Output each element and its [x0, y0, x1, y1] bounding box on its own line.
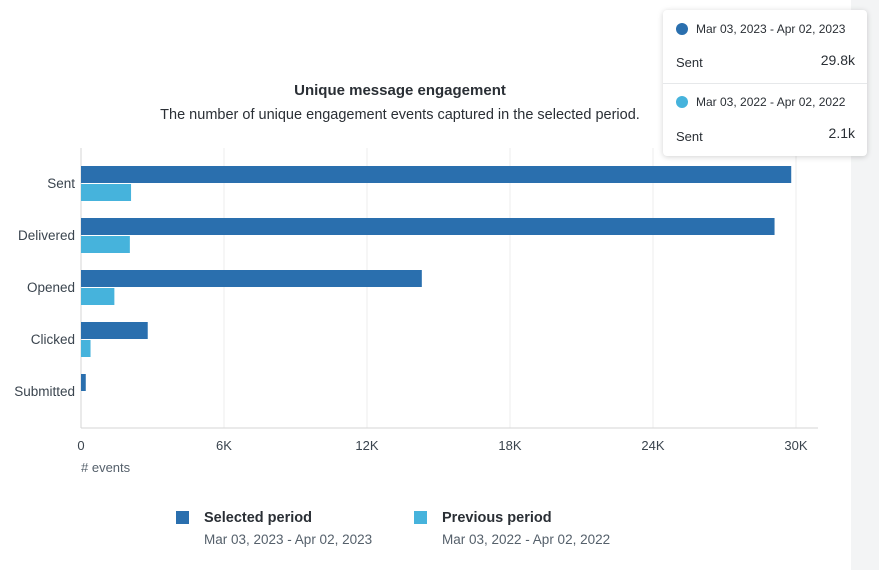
grid-lines: [80, 148, 818, 429]
bars: [81, 166, 792, 391]
category-label: Clicked: [31, 332, 75, 347]
bar-opened-series-0: [81, 270, 422, 287]
category-label: Opened: [27, 280, 75, 295]
bar-clicked-series-1: [81, 340, 91, 357]
series-dot-icon: [676, 96, 688, 108]
category-label: Delivered: [18, 228, 75, 243]
tooltip-value: 2.1k: [828, 125, 855, 141]
bar-opened-series-1: [81, 288, 115, 305]
legend-swatch-previous: [414, 511, 427, 524]
legend-range: Mar 03, 2022 - Apr 02, 2022: [442, 532, 611, 547]
tooltip-range: Mar 03, 2022 - Apr 02, 2022: [696, 95, 846, 109]
bar-chart: Sent Delivered Opened Clicked Submitted 0 6K 12…: [14, 148, 818, 475]
axis-labels: Sent Delivered Opened Clicked Submitted 0 6K 12…: [14, 176, 808, 475]
chart-title: Unique message engagement: [294, 82, 506, 99]
chart-legend: Selected period Mar 03, 2023 - Apr 02, 2…: [0, 510, 820, 560]
x-tick-label: 6K: [216, 438, 232, 453]
chart-subtitle: The number of unique engagement events c…: [160, 107, 640, 123]
bar-submitted-series-0: [81, 374, 86, 391]
x-tick-label: 0: [77, 438, 84, 453]
x-axis-title: # events: [81, 460, 131, 475]
legend-swatch-selected: [176, 511, 189, 524]
legend-label: Previous period: [442, 510, 552, 526]
bar-sent-series-0: [81, 166, 792, 183]
bar-sent-series-1: [81, 184, 132, 201]
category-label: Submitted: [14, 384, 75, 399]
tooltip-metric: Sent: [676, 129, 703, 144]
tooltip-range: Mar 03, 2023 - Apr 02, 2023: [696, 22, 846, 36]
x-tick-label: 12K: [355, 438, 378, 453]
bar-delivered-series-0: [81, 218, 775, 235]
tooltip-divider: [663, 83, 867, 84]
bar-clicked-series-0: [81, 322, 148, 339]
series-dot-icon: [676, 23, 688, 35]
category-label: Sent: [47, 176, 75, 191]
bar-delivered-series-1: [81, 236, 130, 253]
x-tick-label: 30K: [784, 438, 807, 453]
legend-range: Mar 03, 2023 - Apr 02, 2023: [204, 532, 373, 547]
legend-label: Selected period: [204, 510, 312, 526]
x-tick-label: 18K: [498, 438, 521, 453]
x-tick-label: 24K: [641, 438, 664, 453]
chart-tooltip: Mar 03, 2023 - Apr 02, 2023 Sent 29.8k M…: [663, 10, 867, 156]
tooltip-metric: Sent: [676, 55, 703, 70]
tooltip-value: 29.8k: [820, 52, 855, 68]
